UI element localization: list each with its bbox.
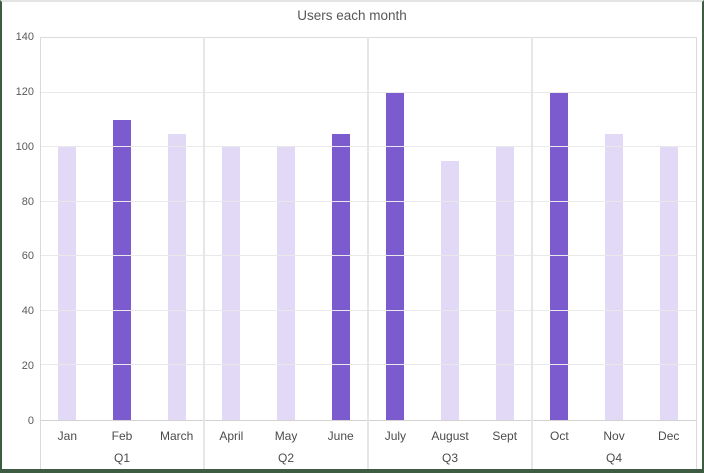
y-tick-label-80: 80 xyxy=(21,195,34,208)
month-label-july: July xyxy=(384,429,407,443)
month-axis-labels: Jan Feb March April May June July August Sept Oct… xyxy=(40,426,696,446)
bars-region xyxy=(40,38,696,420)
y-tick-label-140: 140 xyxy=(15,31,34,43)
month-label-oct: Oct xyxy=(550,429,569,443)
month-label-may: May xyxy=(274,429,298,443)
month-label-april: April xyxy=(219,429,244,443)
y-tick-label-60: 60 xyxy=(21,250,34,263)
quarter-label-q2: Q2 xyxy=(277,451,294,465)
bar-slot-march xyxy=(149,38,204,420)
month-label-august: August xyxy=(431,429,469,443)
quarter-separator-line xyxy=(531,37,533,469)
bar-slot-feb xyxy=(95,38,150,420)
quarter-separator-line xyxy=(367,37,369,469)
plot-edge-line xyxy=(40,37,41,469)
month-label-sept: Sept xyxy=(492,429,518,443)
bar-oct xyxy=(550,92,569,420)
month-label-jan: Jan xyxy=(57,429,78,443)
bar-slot-dec xyxy=(641,38,696,420)
bar-slot-may xyxy=(259,38,314,420)
month-label-march: March xyxy=(160,429,194,443)
bar-june xyxy=(331,133,350,420)
quarter-axis-labels: Q1 Q2 Q3 Q4 xyxy=(40,449,696,467)
bar-april xyxy=(222,147,241,420)
month-label-dec: Dec xyxy=(658,429,680,443)
bar-july xyxy=(386,92,405,420)
bar-slot-jan xyxy=(40,38,95,420)
bar-slot-oct xyxy=(532,38,587,420)
bar-nov xyxy=(605,133,624,420)
bar-slot-august xyxy=(423,38,478,420)
y-tick-label-20: 20 xyxy=(21,360,34,373)
quarter-label-q1: Q1 xyxy=(113,451,130,465)
y-tick-label-100: 100 xyxy=(15,140,34,153)
bar-slot-april xyxy=(204,38,259,420)
month-label-june: June xyxy=(327,429,354,443)
y-tick-label-40: 40 xyxy=(21,305,34,318)
month-label-nov: Nov xyxy=(603,429,625,443)
bar-dec xyxy=(659,147,678,420)
bar-sept xyxy=(495,147,514,420)
quarter-label-q3: Q3 xyxy=(441,451,458,465)
bar-slot-july xyxy=(368,38,423,420)
chart-title: Users each month xyxy=(297,8,407,23)
y-tick-label-120: 120 xyxy=(15,85,34,98)
bar-slot-sept xyxy=(477,38,532,420)
quarter-separator-line xyxy=(203,37,205,469)
bar-slot-nov xyxy=(587,38,642,420)
bar-feb xyxy=(113,119,131,420)
bar-may xyxy=(277,147,296,420)
bar-jan xyxy=(58,147,77,420)
bar-august xyxy=(441,160,460,420)
plot-edge-line xyxy=(696,37,697,469)
bar-march xyxy=(167,133,186,420)
bar-slot-june xyxy=(313,38,368,420)
month-label-feb: Feb xyxy=(111,429,133,443)
y-tick-label-0: 0 xyxy=(27,415,34,427)
quarter-label-q4: Q4 xyxy=(605,451,622,465)
